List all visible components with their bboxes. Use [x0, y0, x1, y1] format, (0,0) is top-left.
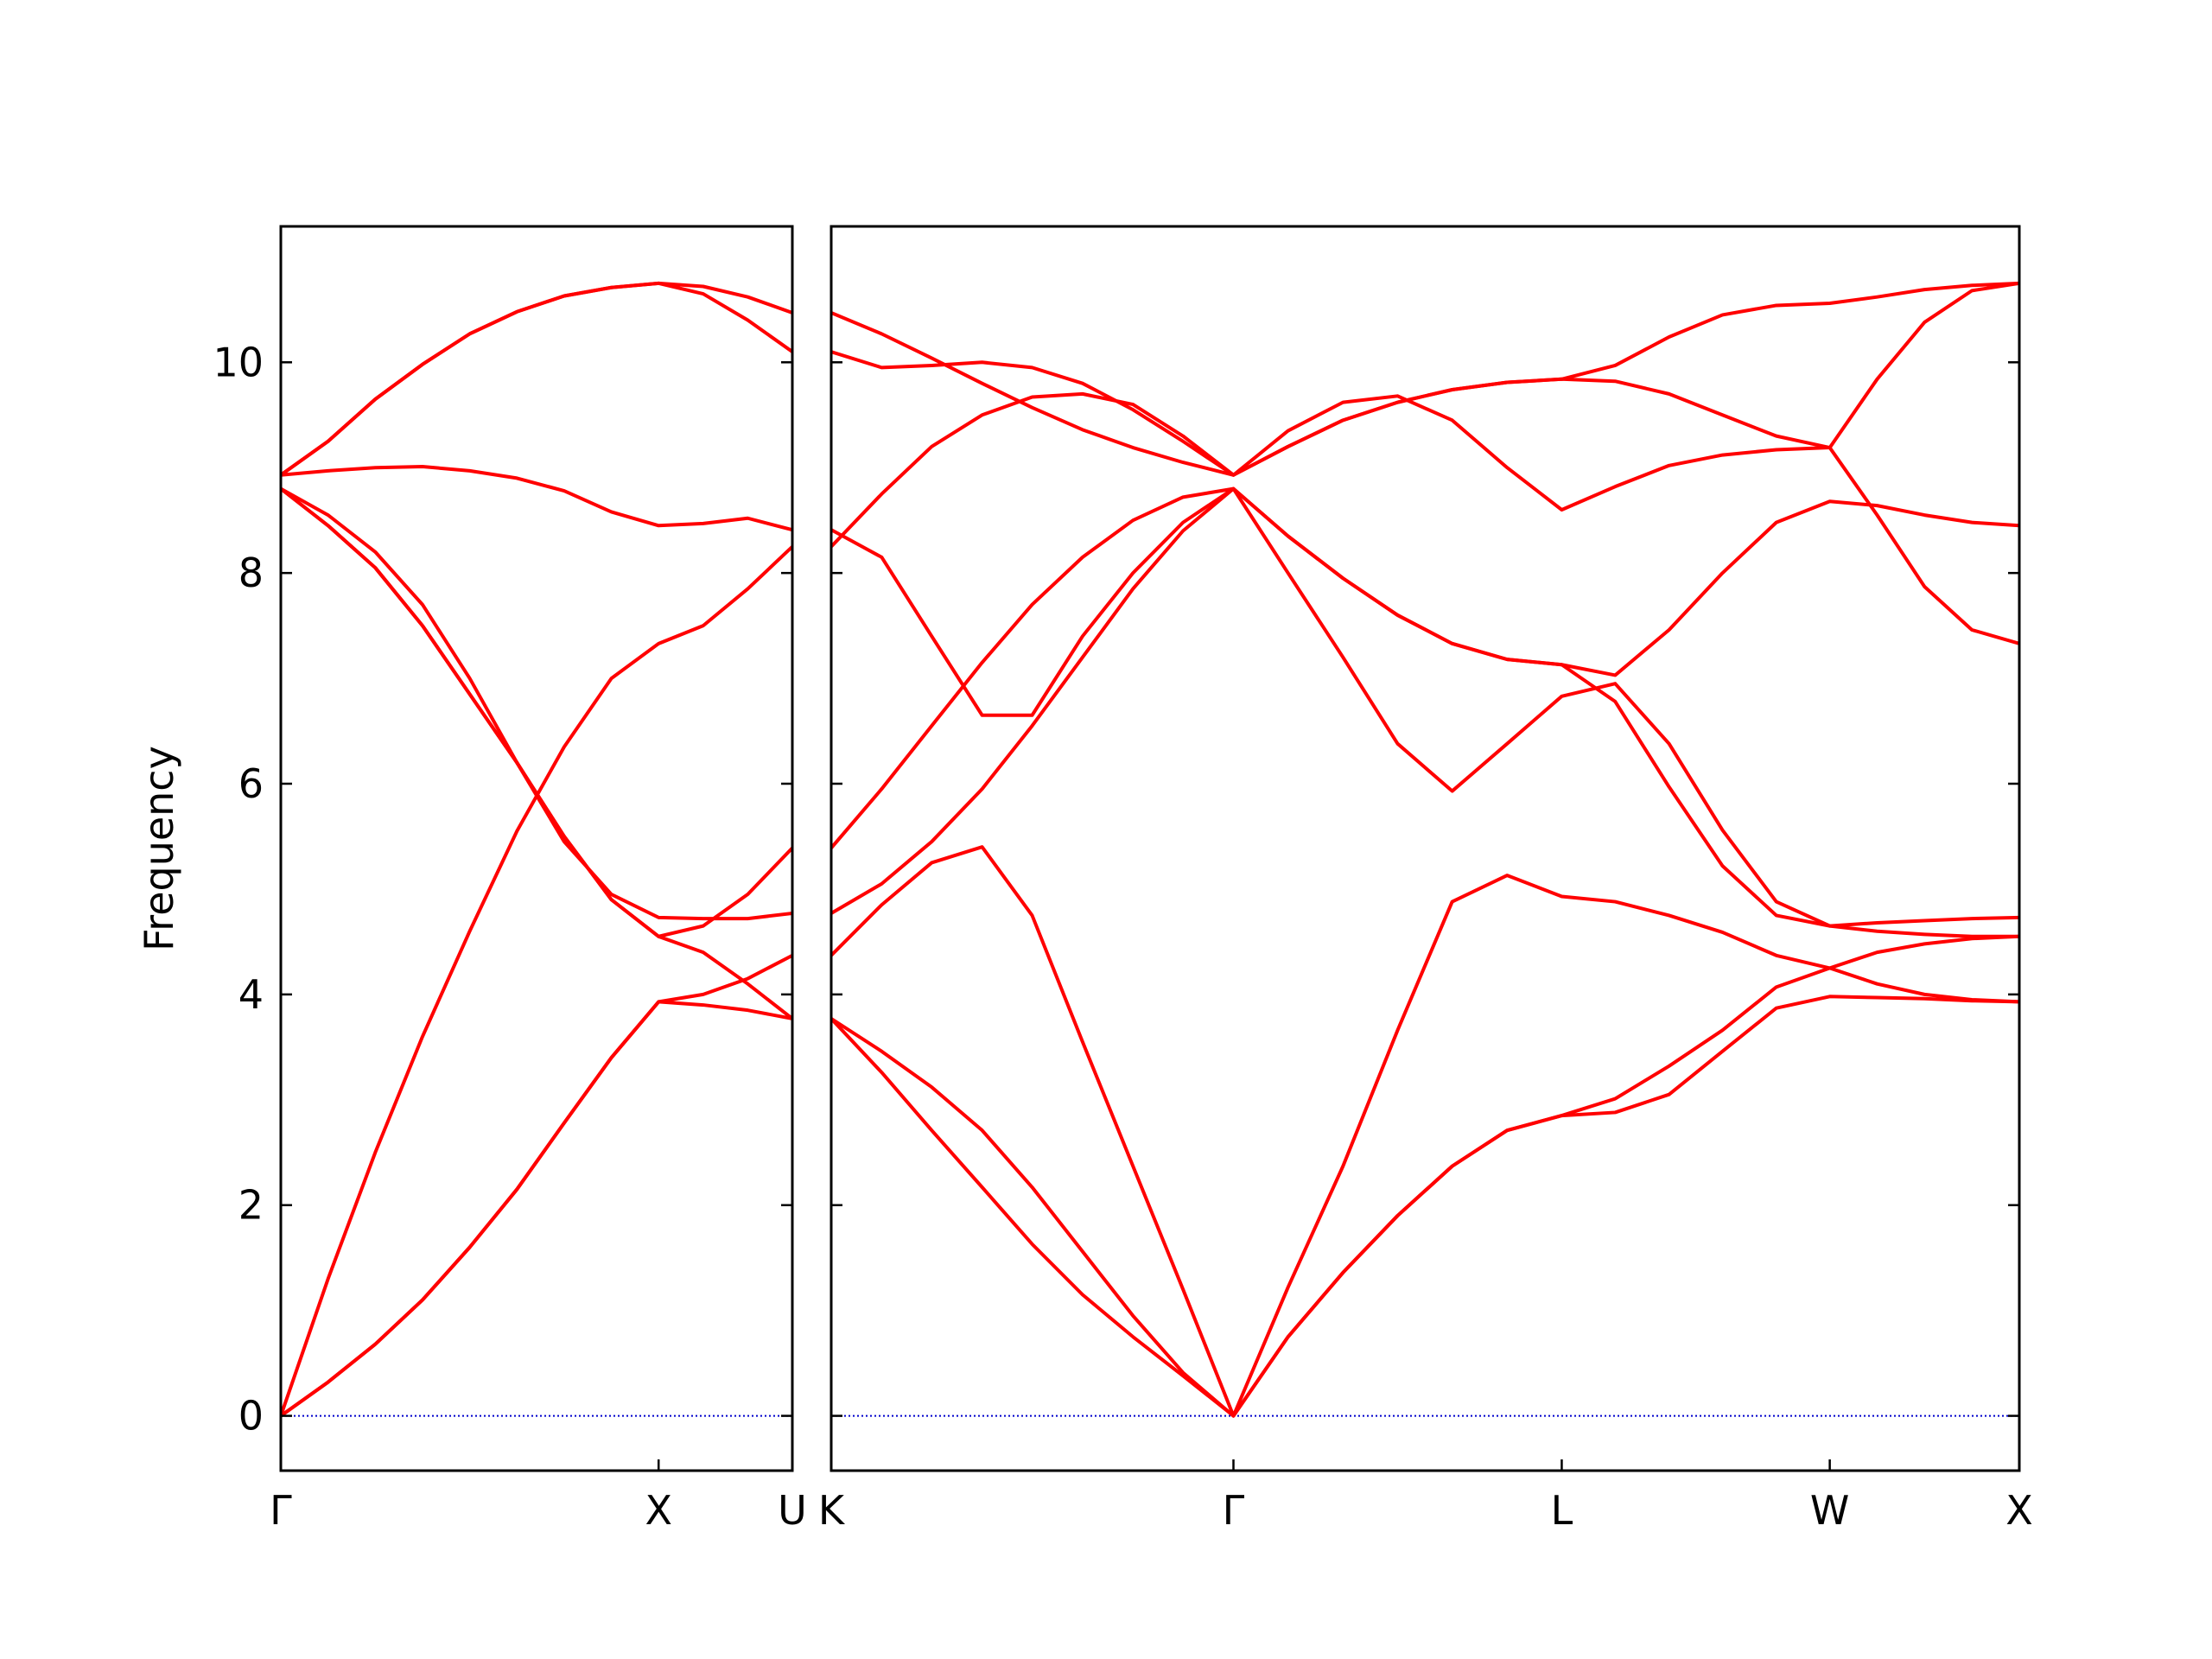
x-tick-label: L: [1551, 1487, 1573, 1534]
y-tick-label: 6: [238, 760, 264, 807]
x-tick-label: X: [645, 1487, 672, 1534]
x-tick-label: Γ: [270, 1487, 292, 1534]
band-line: [831, 377, 2019, 645]
y-tick-label: 10: [213, 339, 264, 385]
y-tick-label: 2: [238, 1182, 264, 1229]
band-line: [281, 281, 792, 477]
y-axis-label: Frequency: [136, 746, 182, 951]
band-line: [281, 486, 792, 921]
y-tick-label: 4: [238, 971, 264, 1018]
x-tick-label: U: [778, 1487, 807, 1534]
x-tick-label: K: [818, 1487, 846, 1534]
axes-frame: [830, 225, 2021, 1472]
band-line: [831, 281, 2019, 512]
x-tick-label: X: [2005, 1487, 2033, 1534]
band-line: [831, 995, 2019, 1418]
plot-area: [831, 281, 2019, 1418]
band-line: [831, 845, 2019, 1418]
plot-area: [281, 281, 792, 1418]
x-tick-label: W: [1810, 1487, 1849, 1534]
x-tick-label: Γ: [1223, 1487, 1245, 1534]
band-line: [281, 953, 792, 1418]
y-tick-label: 0: [238, 1393, 264, 1440]
band-line: [831, 486, 2019, 938]
y-tick-label: 8: [238, 550, 264, 596]
band-line: [281, 465, 792, 532]
band-line: [281, 544, 792, 1418]
axes-frame: [279, 225, 794, 1472]
